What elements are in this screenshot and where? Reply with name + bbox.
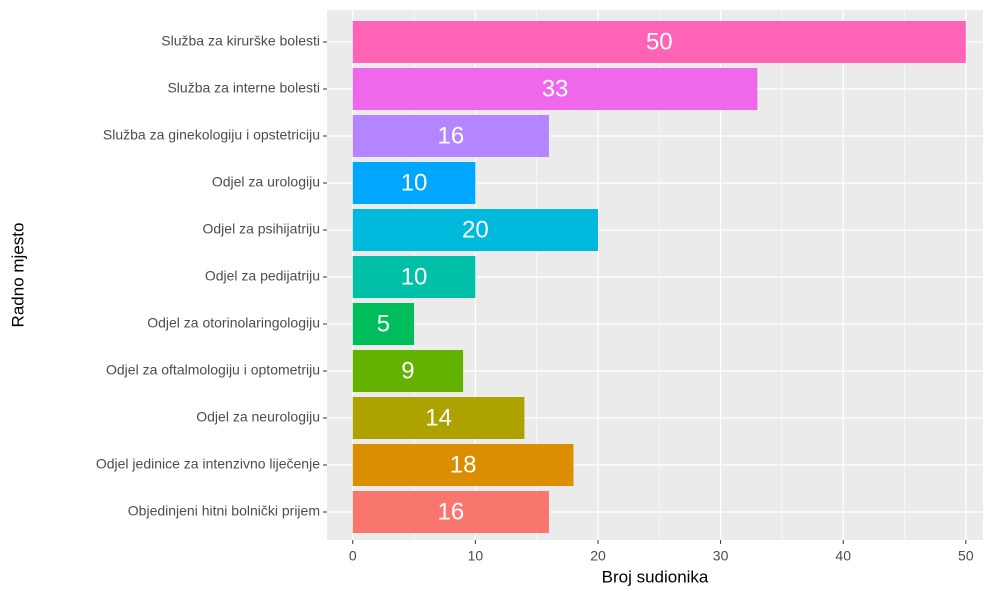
data-label: 18 (450, 451, 477, 478)
y-tick-label: Služba za kirurške bolesti (161, 33, 320, 49)
y-tick-label: Objedinjeni hitni bolnički prijem (128, 503, 320, 519)
bar (352, 444, 574, 486)
data-label: 5 (377, 310, 390, 337)
x-tick-label: 30 (713, 548, 729, 564)
bar (352, 350, 464, 392)
y-tick-label: Odjel za urologiju (212, 174, 320, 190)
data-label: 50 (646, 28, 673, 55)
y-tick-label: Služba za interne bolesti (167, 80, 320, 96)
x-tick-label: 40 (835, 548, 851, 564)
x-tick-label: 50 (958, 548, 974, 564)
bar (352, 303, 415, 345)
data-label: 16 (437, 122, 464, 149)
y-tick-label: Odjel za oftalmologiju i optometriju (106, 362, 320, 378)
data-label: 9 (401, 357, 414, 384)
bar (352, 162, 476, 204)
bar (352, 256, 476, 298)
bar (352, 21, 966, 63)
y-tick-label: Služba za ginekologiju i opstetriciju (103, 127, 320, 143)
data-label: 10 (401, 169, 428, 196)
y-tick-label: Odjel za neurologiju (196, 409, 320, 425)
y-tick-label: Odjel za pedijatriju (205, 268, 320, 284)
bar (352, 397, 525, 439)
x-axis-title: Broj sudionika (602, 567, 709, 586)
y-tick-label: Odjel jedinice za intenzivno liječenje (96, 456, 320, 472)
data-label: 10 (401, 263, 428, 290)
data-label: 16 (437, 498, 464, 525)
y-tick-label: Odjel za otorinolaringologiju (147, 315, 320, 331)
data-label: 33 (542, 75, 569, 102)
x-tick-label: 20 (590, 548, 606, 564)
bar (352, 209, 598, 251)
x-tick-label: 0 (349, 548, 357, 564)
y-axis-title: Radno mjesto (8, 223, 27, 328)
x-tick-label: 10 (468, 548, 484, 564)
data-label: 20 (462, 216, 489, 243)
bar (352, 491, 549, 533)
bar (352, 68, 758, 110)
y-tick-label: Odjel za psihijatriju (203, 221, 321, 237)
data-label: 14 (425, 404, 452, 431)
bar (352, 115, 549, 157)
